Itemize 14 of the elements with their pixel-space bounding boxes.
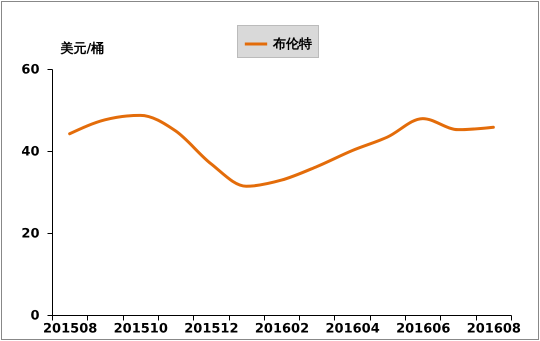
x-tick-label: 201604 — [325, 322, 380, 336]
x-tick-label: 201602 — [254, 322, 310, 336]
legend-label: 布伦特 — [272, 37, 312, 52]
x-tick-label: 201606 — [396, 322, 450, 336]
y-tick-label: 0 — [30, 308, 40, 324]
x-tick-label: 201508 — [43, 322, 98, 336]
y-tick-label: 60 — [21, 62, 40, 78]
y-tick-label: 20 — [21, 226, 40, 242]
x-tick-label: 201608 — [466, 322, 521, 336]
y-tick-label: 40 — [21, 144, 40, 160]
x-tick-label: 201512 — [184, 322, 239, 336]
line-series — [68, 114, 495, 188]
y-axis-title: 美元/桶 — [60, 40, 104, 56]
x-tick-label: 201510 — [114, 322, 168, 336]
